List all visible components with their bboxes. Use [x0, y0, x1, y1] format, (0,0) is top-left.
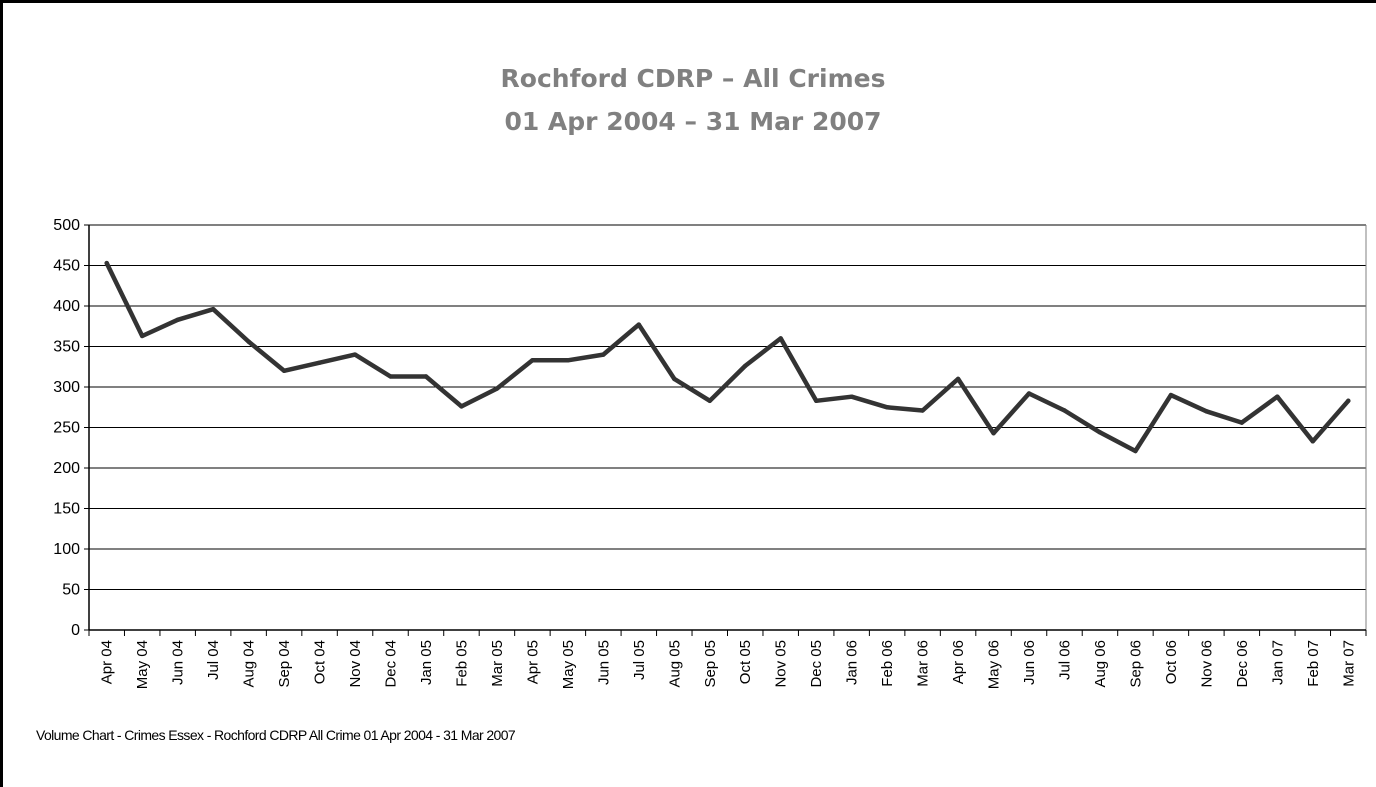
x-tick-label-26: Jun 06 — [1021, 640, 1038, 685]
y-tick-label-100: 100 — [53, 541, 80, 558]
x-tick-label-4: Aug 04 — [241, 640, 258, 688]
x-tick-label-17: Sep 05 — [702, 640, 719, 688]
x-tick-label-23: Mar 06 — [915, 640, 932, 687]
x-axis-tick-labels: Apr 04 May 04 Jun 04 Jul 04 Aug 04 Sep 04 Oct … — [99, 640, 1358, 689]
y-axis-tick-labels: 0 50 100 150 200 250 300 350 400 450 500 — [53, 217, 80, 639]
x-tick-label-30: Oct 06 — [1163, 640, 1180, 684]
data-point-12 — [530, 358, 535, 363]
data-point-32 — [1239, 420, 1245, 425]
data-point-16 — [672, 376, 677, 382]
data-point-23 — [920, 408, 925, 413]
x-tick-label-29: Sep 06 — [1127, 640, 1144, 688]
data-point-27 — [1062, 408, 1067, 413]
y-tick-label-350: 350 — [53, 339, 80, 356]
x-tick-label-9: Jan 05 — [418, 640, 435, 685]
data-point-22 — [884, 405, 890, 410]
x-tick-label-18: Oct 05 — [737, 640, 754, 684]
x-tick-label-8: Dec 04 — [383, 640, 400, 688]
data-point-9 — [423, 374, 429, 379]
data-point-0 — [104, 260, 109, 266]
series — [104, 260, 1351, 454]
data-point-5 — [281, 368, 287, 373]
data-point-19 — [778, 336, 783, 341]
x-tick-label-25: May 06 — [986, 640, 1003, 689]
data-point-18 — [743, 363, 748, 369]
x-tick-label-34: Feb 07 — [1305, 640, 1322, 687]
data-point-7 — [352, 352, 358, 357]
data-point-2 — [175, 317, 180, 322]
data-point-21 — [849, 394, 854, 399]
data-point-26 — [1026, 391, 1032, 396]
x-tick-label-22: Feb 06 — [879, 640, 896, 687]
x-tick-label-28: Aug 06 — [1092, 640, 1109, 688]
y-tick-label-300: 300 — [53, 379, 80, 396]
data-point-17 — [707, 398, 712, 403]
data-point-4 — [246, 339, 251, 344]
x-tick-label-13: May 05 — [560, 640, 577, 689]
x-tick-label-33: Jan 07 — [1269, 640, 1286, 685]
y-tick-label-150: 150 — [53, 501, 80, 518]
x-tick-label-15: Jul 05 — [631, 640, 648, 680]
data-point-20 — [813, 398, 819, 403]
y-tick-label-450: 450 — [53, 258, 80, 275]
data-point-8 — [388, 374, 393, 379]
y-tick-label-0: 0 — [71, 622, 80, 639]
axes — [84, 224, 1367, 636]
x-tick-label-31: Nov 06 — [1198, 640, 1215, 688]
chart-title: Rochford CDRP – All Crimes — [500, 64, 886, 93]
data-point-6 — [317, 360, 322, 365]
x-tick-label-12: Apr 05 — [524, 640, 541, 684]
data-point-33 — [1275, 394, 1280, 399]
data-point-13 — [565, 358, 571, 363]
y-tick-label-50: 50 — [62, 582, 80, 599]
x-tick-label-1: May 04 — [134, 640, 151, 689]
data-point-15 — [636, 322, 642, 327]
data-point-3 — [210, 307, 216, 312]
x-tick-label-27: Jul 06 — [1056, 640, 1073, 680]
data-point-25 — [991, 430, 996, 436]
x-tick-label-32: Dec 06 — [1234, 640, 1251, 688]
data-point-35 — [1346, 398, 1351, 403]
x-tick-label-20: Dec 05 — [808, 640, 825, 688]
x-tick-label-6: Oct 04 — [312, 640, 329, 684]
y-tick-label-200: 200 — [53, 460, 80, 477]
series-line-all-crimes — [104, 260, 1351, 454]
data-point-1 — [140, 333, 145, 339]
x-tick-label-2: Jun 04 — [170, 640, 187, 685]
x-tick-label-3: Jul 04 — [205, 640, 222, 680]
data-point-28 — [1097, 430, 1103, 435]
data-point-30 — [1168, 392, 1174, 398]
gridlines — [89, 224, 1366, 590]
data-point-11 — [494, 386, 500, 391]
x-tick-label-0: Apr 04 — [99, 640, 116, 684]
x-tick-label-5: Sep 04 — [276, 640, 293, 688]
x-tick-label-19: Nov 05 — [773, 640, 790, 688]
x-tick-label-35: Mar 07 — [1340, 640, 1357, 687]
data-point-10 — [459, 404, 464, 409]
data-point-34 — [1310, 439, 1315, 444]
x-tick-label-14: Jun 05 — [595, 640, 612, 685]
data-point-14 — [601, 352, 606, 357]
y-tick-label-250: 250 — [53, 420, 80, 437]
x-tick-label-11: Mar 05 — [489, 640, 506, 687]
chart-subtitle: 01 Apr 2004 – 31 Mar 2007 — [504, 107, 882, 136]
x-tick-label-16: Aug 05 — [666, 640, 683, 688]
data-point-31 — [1204, 409, 1209, 414]
x-tick-label-21: Jan 06 — [844, 640, 861, 685]
x-tick-label-7: Nov 04 — [347, 640, 364, 688]
y-tick-label-500: 500 — [53, 217, 80, 234]
x-tick-label-10: Feb 05 — [453, 640, 470, 687]
data-point-29 — [1133, 448, 1138, 454]
x-tick-label-24: Apr 06 — [950, 640, 967, 684]
chart-footnote: Volume Chart - Crimes Essex - Rochford C… — [36, 727, 516, 743]
data-point-24 — [955, 376, 961, 382]
y-tick-label-400: 400 — [53, 298, 80, 315]
